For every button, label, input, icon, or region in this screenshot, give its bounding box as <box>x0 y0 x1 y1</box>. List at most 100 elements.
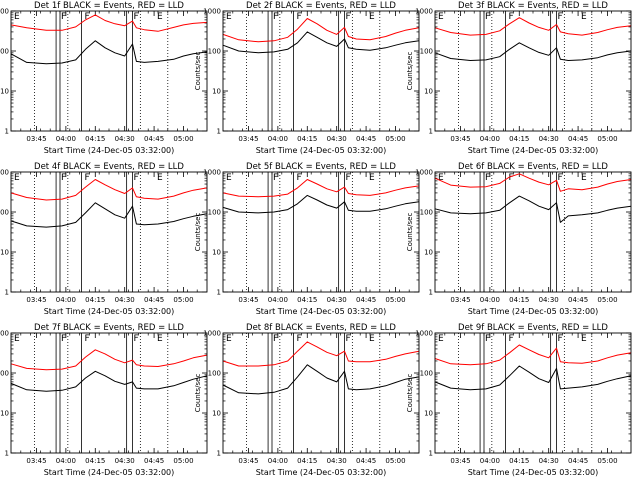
x-tick-label: 05:00 <box>173 296 193 304</box>
panel-title: Det 6f BLACK = Events, RED = LLD <box>458 162 608 172</box>
x-axis-label: Start Time (24-Dec-05 03:32:00) <box>44 146 175 155</box>
y-tick-label: 10 <box>0 410 9 418</box>
interval-marker-label: F <box>297 12 302 22</box>
x-tick-label: 03:45 <box>26 135 46 143</box>
panel-title: Det 9f BLACK = Events, RED = LLD <box>458 323 608 333</box>
y-tick-label: 10 <box>424 249 433 257</box>
interval-marker-label: F <box>61 173 66 183</box>
interval-marker-label: F <box>273 334 278 344</box>
detector-panel: Det 1f BLACK = Events, RED = LLD Counts/s… <box>0 1 208 155</box>
interval-marker-label: E <box>226 12 232 22</box>
x-tick-label: 04:45 <box>356 135 376 143</box>
x-tick-label: 04:30 <box>539 457 559 465</box>
x-tick-label: 05:00 <box>385 457 405 465</box>
interval-marker-label: E <box>14 173 20 183</box>
y-tick-label: 1000 <box>415 330 433 338</box>
y-tick-label: 10 <box>424 88 433 96</box>
interval-marker-label: E <box>369 12 375 22</box>
x-tick-label: 04:00 <box>480 296 500 304</box>
x-axis-label: Start Time (24-Dec-05 03:32:00) <box>468 468 599 477</box>
y-tick-label: 1000 <box>0 8 9 16</box>
interval-marker-label: F <box>558 12 563 22</box>
events-series-line <box>10 370 208 392</box>
y-tick-label: 1 <box>5 128 9 136</box>
interval-marker-label: E <box>157 12 163 22</box>
interval-marker-label: F <box>134 334 139 344</box>
interval-marker-label: F <box>273 12 278 22</box>
panel-title: Det 5f BLACK = Events, RED = LLD <box>246 162 396 172</box>
interval-marker-label: F <box>61 334 66 344</box>
y-tick-label: 1000 <box>203 169 221 177</box>
plot-frame <box>10 332 208 454</box>
x-tick-label: 04:00 <box>56 457 76 465</box>
plot-frame <box>434 171 632 293</box>
interval-marker-label: F <box>485 334 490 344</box>
x-axis-label: Start Time (24-Dec-05 03:32:00) <box>44 307 175 316</box>
x-tick-label: 04:30 <box>539 296 559 304</box>
detector-panel: Det 7f BLACK = Events, RED = LLD Counts/s… <box>0 323 208 477</box>
y-tick-label: 100 <box>208 48 221 56</box>
interval-marker-label: E <box>14 334 20 344</box>
y-tick-label: 100 <box>208 209 221 217</box>
x-tick-label: 03:45 <box>238 457 258 465</box>
plot-frame <box>222 10 420 132</box>
y-tick-label: 100 <box>0 370 9 378</box>
plot-frame <box>222 171 420 293</box>
x-tick-label: 04:45 <box>568 296 588 304</box>
detector-panel: Det 2f BLACK = Events, RED = LLD Counts/s… <box>194 1 420 155</box>
detector-panel: Det 6f BLACK = Events, RED = LLD Counts/s… <box>406 162 632 316</box>
x-tick-label: 04:45 <box>356 457 376 465</box>
interval-marker-label: E <box>157 173 163 183</box>
y-tick-label: 1 <box>217 289 221 297</box>
x-tick-label: 04:30 <box>327 457 347 465</box>
x-tick-label: 04:45 <box>356 296 376 304</box>
x-tick-label: 05:00 <box>173 135 193 143</box>
y-tick-label: 1 <box>429 289 433 297</box>
y-tick-label: 1 <box>5 450 9 458</box>
interval-marker-label: F <box>485 173 490 183</box>
x-tick-label: 05:00 <box>173 457 193 465</box>
panel-title: Det 7f BLACK = Events, RED = LLD <box>34 323 184 333</box>
plot-frame <box>434 332 632 454</box>
x-tick-label: 04:30 <box>115 457 135 465</box>
interval-marker-label: F <box>85 334 90 344</box>
x-tick-label: 04:45 <box>144 457 164 465</box>
panel-title: Det 1f BLACK = Events, RED = LLD <box>34 1 184 11</box>
x-tick-label: 03:45 <box>26 296 46 304</box>
events-series-line <box>10 40 208 65</box>
detector-panel: Det 4f BLACK = Events, RED = LLD Counts/s… <box>0 162 208 316</box>
interval-marker-label: F <box>509 334 514 344</box>
panel-title: Det 4f BLACK = Events, RED = LLD <box>34 162 184 172</box>
x-tick-label: 04:15 <box>297 135 317 143</box>
interval-marker-label: F <box>297 173 302 183</box>
x-tick-label: 05:00 <box>597 296 617 304</box>
plot-frame <box>10 171 208 293</box>
x-tick-label: 05:00 <box>385 296 405 304</box>
interval-marker-label: F <box>558 173 563 183</box>
x-tick-label: 04:15 <box>85 135 105 143</box>
x-axis-label: Start Time (24-Dec-05 03:32:00) <box>468 307 599 316</box>
x-tick-label: 04:00 <box>268 457 288 465</box>
interval-marker-label: E <box>226 334 232 344</box>
y-axis-label: Counts/sec <box>406 374 414 413</box>
panel-title: Det 8f BLACK = Events, RED = LLD <box>246 323 396 333</box>
x-tick-label: 03:45 <box>238 135 258 143</box>
x-tick-label: 04:00 <box>56 135 76 143</box>
x-tick-label: 03:45 <box>450 135 470 143</box>
lld-series-line <box>10 179 208 201</box>
x-tick-label: 04:45 <box>568 135 588 143</box>
lld-series-line <box>222 341 420 367</box>
x-tick-label: 04:45 <box>144 296 164 304</box>
y-tick-label: 1 <box>5 289 9 297</box>
y-tick-label: 1000 <box>0 330 9 338</box>
lld-series-line <box>10 349 208 371</box>
panel-title: Det 3f BLACK = Events, RED = LLD <box>458 1 608 11</box>
y-axis-label: Counts/sec <box>406 52 414 91</box>
x-tick-label: 04:00 <box>268 135 288 143</box>
interval-marker-label: F <box>509 173 514 183</box>
y-tick-label: 100 <box>208 370 221 378</box>
y-tick-label: 1 <box>217 128 221 136</box>
interval-marker-label: E <box>369 334 375 344</box>
lld-series-line <box>434 173 632 192</box>
